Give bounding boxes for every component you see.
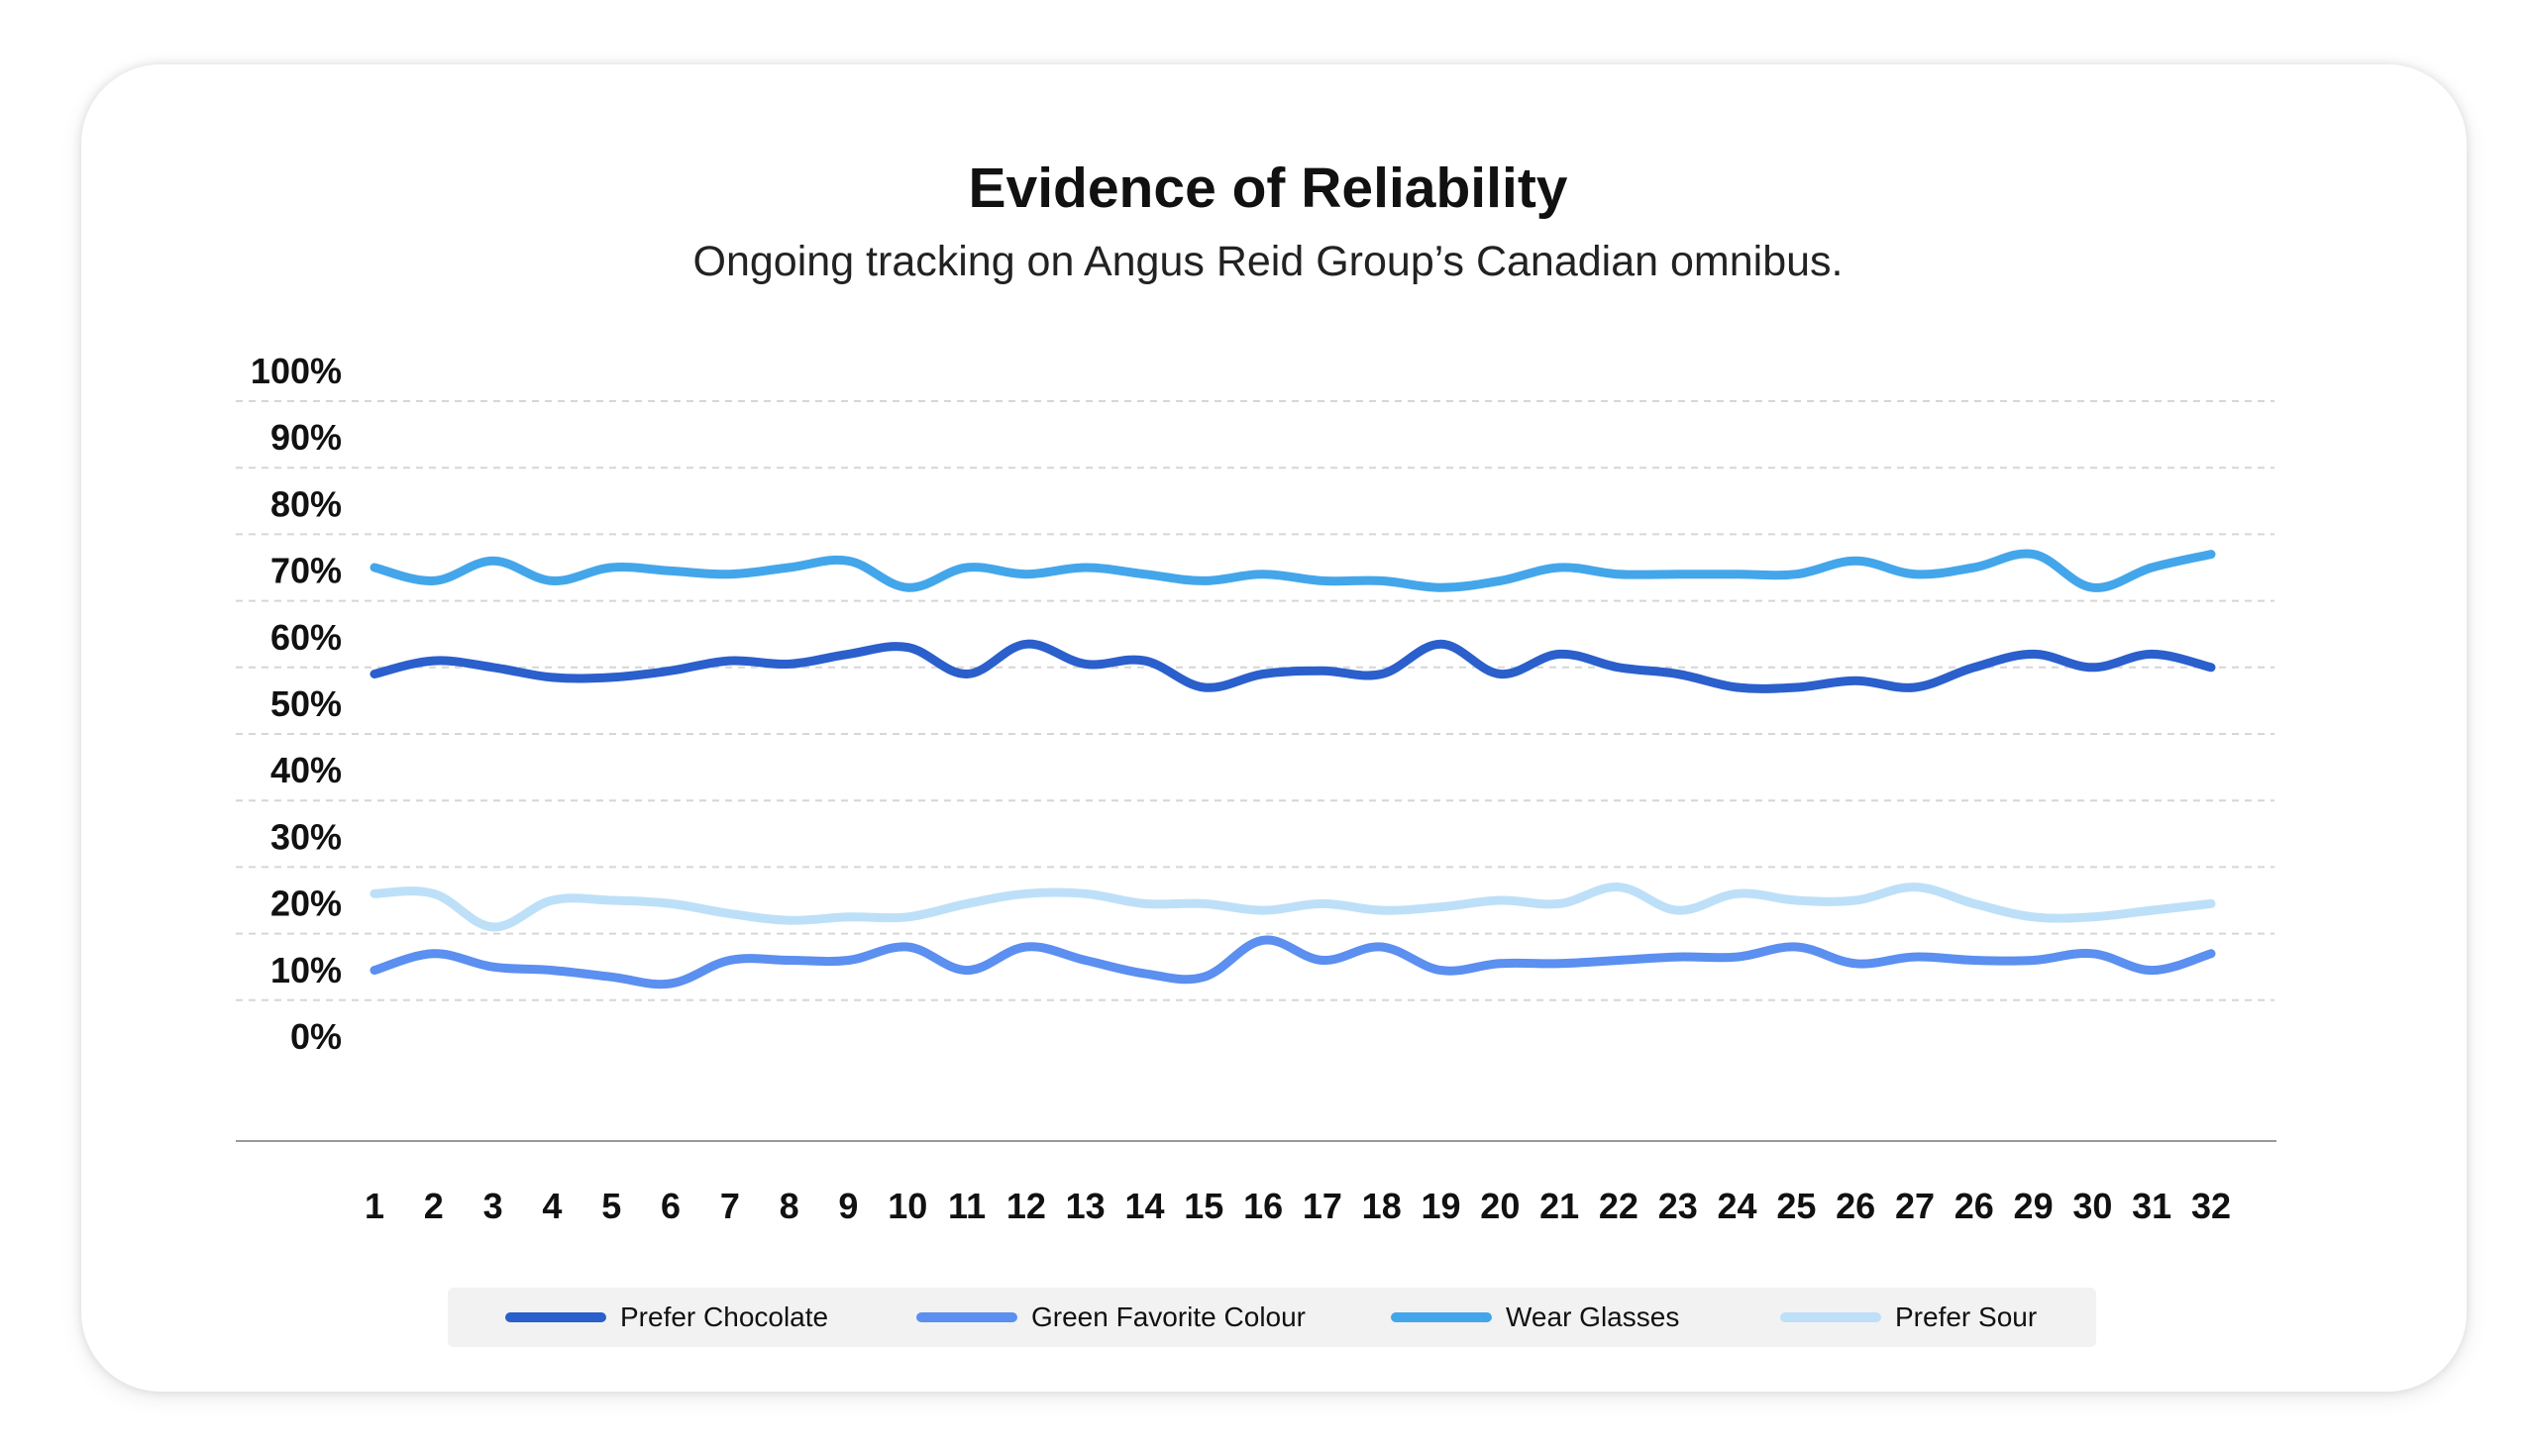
- series-lines: [370, 549, 2216, 989]
- x-tick-label: 7: [720, 1186, 740, 1226]
- y-tick-label: 10%: [270, 950, 342, 990]
- y-tick-label: 20%: [270, 884, 342, 924]
- x-tick-label: 30: [2072, 1186, 2112, 1226]
- series-line-prefer-chocolate: [370, 639, 2216, 693]
- x-tick-label: 6: [661, 1186, 681, 1226]
- x-tick-label: 11: [948, 1186, 986, 1226]
- x-tick-label: 5: [601, 1186, 621, 1226]
- legend-label: Wear Glasses: [1506, 1301, 1680, 1332]
- y-tick-label: 30%: [270, 816, 342, 857]
- x-tick-label: 32: [2191, 1186, 2231, 1226]
- x-tick-label: 16: [1243, 1186, 1283, 1226]
- x-tick-label: 13: [1066, 1186, 1106, 1226]
- x-tick-label: 4: [542, 1186, 562, 1226]
- legend-label: Green Favorite Colour: [1031, 1301, 1307, 1332]
- x-tick-label: 19: [1421, 1186, 1460, 1226]
- y-tick-label: 100%: [251, 351, 342, 391]
- x-tick-label: 12: [1006, 1186, 1046, 1226]
- x-tick-label: 17: [1303, 1186, 1342, 1226]
- legend-swatch-prefer-chocolate: [505, 1312, 606, 1322]
- x-tick-label: 10: [888, 1186, 927, 1226]
- y-tick-label: 70%: [270, 551, 342, 591]
- x-tick-label: 1: [365, 1186, 384, 1226]
- x-tick-label: 27: [1895, 1186, 1935, 1226]
- x-tick-label: 23: [1658, 1186, 1698, 1226]
- x-axis-ticks: 1 2 3 4 5 6 7 8 9 10 11 12 13 14 15 16 17 18 19 20 21 22 23 24 2…: [365, 1186, 2231, 1226]
- x-tick-label: 21: [1539, 1186, 1579, 1226]
- x-tick-label: 2: [424, 1186, 444, 1226]
- y-tick-label: 0%: [290, 1016, 342, 1057]
- legend-item-green-favorite-colour[interactable]: Green Favorite Colour: [916, 1288, 1306, 1347]
- x-tick-label: 9: [838, 1186, 858, 1226]
- legend-swatch-prefer-sour: [1780, 1312, 1881, 1322]
- x-tick-label: 29: [2014, 1186, 2054, 1226]
- legend: Prefer Chocolate Green Favorite Colour W…: [448, 1288, 2096, 1347]
- y-tick-label: 50%: [270, 683, 342, 724]
- series-line-prefer-sour: [370, 883, 2216, 932]
- x-tick-label: 22: [1599, 1186, 1638, 1226]
- legend-item-wear-glasses[interactable]: Wear Glasses: [1391, 1288, 1679, 1347]
- series-line-wear-glasses: [370, 549, 2216, 592]
- grid-lines: [236, 400, 2274, 1001]
- chart-subtitle: Ongoing tracking on Angus Reid Group’s C…: [692, 238, 1844, 285]
- x-tick-label: 14: [1124, 1186, 1164, 1226]
- legend-swatch-green-favorite-colour: [916, 1312, 1017, 1322]
- y-tick-label: 80%: [270, 483, 342, 524]
- legend-label: Prefer Sour: [1895, 1301, 2038, 1332]
- legend-item-prefer-sour[interactable]: Prefer Sour: [1780, 1288, 2037, 1347]
- legend-swatch-wear-glasses: [1391, 1312, 1492, 1322]
- series-line-green-favorite-colour: [370, 935, 2216, 989]
- legend-label: Prefer Chocolate: [620, 1301, 829, 1332]
- y-tick-label: 60%: [270, 617, 342, 658]
- x-tick-label: 3: [483, 1186, 503, 1226]
- y-axis-ticks: 0% 10% 20% 30% 40% 50% 60% 70% 80% 90% 100%: [251, 351, 342, 1057]
- legend-item-prefer-chocolate[interactable]: Prefer Chocolate: [505, 1288, 828, 1347]
- x-tick-label: 24: [1718, 1186, 1757, 1226]
- x-tick-label: 25: [1776, 1186, 1816, 1226]
- y-tick-label: 90%: [270, 417, 342, 458]
- x-tick-label: 8: [780, 1186, 799, 1226]
- x-tick-label: 15: [1184, 1186, 1223, 1226]
- x-tick-label: 26: [1836, 1186, 1875, 1226]
- x-tick-label: 26: [1955, 1186, 1994, 1226]
- chart-card: [81, 64, 2467, 1392]
- x-tick-label: 18: [1362, 1186, 1402, 1226]
- x-tick-label: 31: [2132, 1186, 2171, 1226]
- chart-title: Evidence of Reliability: [968, 156, 1568, 220]
- x-tick-label: 20: [1480, 1186, 1520, 1226]
- y-tick-label: 40%: [270, 750, 342, 790]
